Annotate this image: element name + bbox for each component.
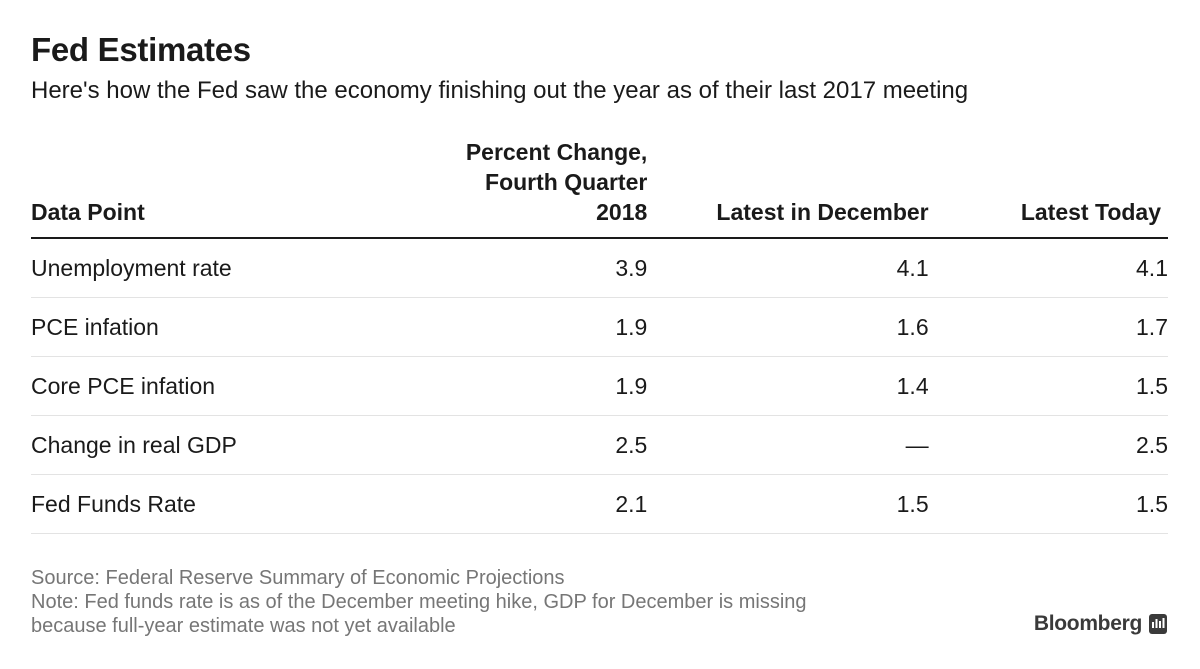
- cell-today: 2.5: [928, 415, 1168, 475]
- table-row: PCE infation 1.9 1.6 1.7: [31, 297, 1168, 357]
- header-percent-change-line-1: Percent Change,: [465, 139, 648, 165]
- cell-projection: 1.9: [408, 297, 648, 357]
- cell-december: 1.6: [647, 297, 929, 357]
- header-latest-today: Latest Today: [928, 137, 1168, 239]
- row-label: Unemployment rate: [31, 238, 409, 298]
- header-percent-change-line-3: 2018: [596, 199, 648, 225]
- row-label: PCE infation: [31, 297, 409, 357]
- estimates-table: Data Point Percent Change, Fourth Quarte…: [31, 137, 1168, 534]
- chart-title: Fed Estimates: [31, 31, 251, 68]
- cell-today: 1.5: [928, 356, 1168, 416]
- header-latest-december: Latest in December: [647, 137, 929, 239]
- table-row: Change in real GDP 2.5 — 2.5: [31, 415, 1168, 475]
- row-label: Change in real GDP: [31, 415, 409, 475]
- cell-projection: 2.1: [408, 474, 648, 534]
- table-header-row: Data Point Percent Change, Fourth Quarte…: [31, 137, 1168, 239]
- cell-today: 1.7: [928, 297, 1168, 357]
- cell-december: —: [647, 415, 929, 475]
- table-row: Fed Funds Rate 2.1 1.5 1.5: [31, 474, 1168, 534]
- source-note: Source: Federal Reserve Summary of Econo…: [31, 567, 565, 589]
- row-label: Core PCE infation: [31, 356, 409, 416]
- cell-december: 1.4: [647, 356, 929, 416]
- cell-december: 1.5: [647, 474, 929, 534]
- chart-footer: Source: Federal Reserve Summary of Econo…: [31, 566, 807, 638]
- table-row: Unemployment rate 3.9 4.1 4.1: [31, 238, 1168, 298]
- header-percent-change-line-2: Fourth Quarter: [485, 169, 648, 195]
- footnote-line-2: because full-year estimate was not yet a…: [31, 615, 456, 637]
- footnote-line-1: Note: Fed funds rate is as of the Decemb…: [31, 591, 807, 613]
- cell-projection: 1.9: [408, 356, 648, 416]
- cell-today: 4.1: [928, 238, 1168, 298]
- brand-name: Bloomberg: [1033, 612, 1142, 635]
- chart-subtitle: Here's how the Fed saw the economy finis…: [31, 77, 969, 104]
- brand-logo: Bloomberg: [1034, 612, 1168, 636]
- cell-today: 1.5: [928, 474, 1168, 534]
- cell-projection: 2.5: [408, 415, 648, 475]
- row-label: Fed Funds Rate: [31, 474, 409, 534]
- header-data-point: Data Point: [31, 137, 409, 239]
- header-percent-change: Percent Change, Fourth Quarter 2018: [408, 137, 648, 239]
- cell-projection: 3.9: [408, 238, 648, 298]
- cell-december: 4.1: [647, 238, 929, 298]
- table-row: Core PCE infation 1.9 1.4 1.5: [31, 356, 1168, 416]
- bloomberg-terminal-icon: [1148, 613, 1168, 635]
